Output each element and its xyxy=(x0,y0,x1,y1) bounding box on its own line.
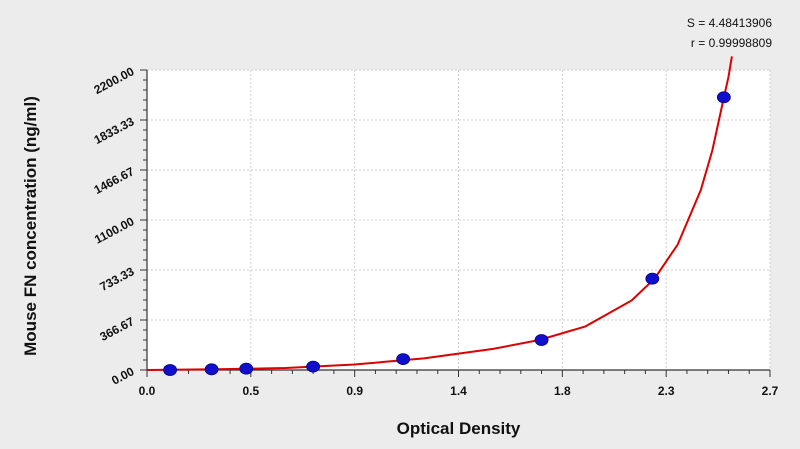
y-axis-title: Mouse FN concentration (ng/ml) xyxy=(21,96,40,356)
data-point xyxy=(239,362,254,375)
fit-curve-layer xyxy=(146,56,733,371)
grid xyxy=(147,69,771,370)
y-tick-label: 366.67 xyxy=(97,314,136,344)
x-tick-label: 1.4 xyxy=(450,384,467,398)
y-tick-label: 0.00 xyxy=(109,364,136,387)
data-point xyxy=(716,91,731,104)
data-point xyxy=(396,353,411,365)
data-point xyxy=(534,334,549,346)
x-tick-label: 2.3 xyxy=(658,384,675,398)
data-point xyxy=(306,360,321,373)
y-tick-label: 733.33 xyxy=(97,264,136,294)
y-tick-label: 1833.33 xyxy=(92,114,137,147)
data-point xyxy=(204,363,219,376)
y-tick-label: 2200.00 xyxy=(92,64,137,97)
x-tick-label: 0.5 xyxy=(242,384,259,398)
data-point xyxy=(163,364,177,376)
x-tick-label: 1.8 xyxy=(554,384,571,398)
r-value-annotation: r = 0.99998809 xyxy=(691,36,772,50)
data-point xyxy=(645,272,660,285)
x-tick-label: 0.9 xyxy=(346,384,363,398)
x-tick-label: 0.0 xyxy=(139,384,156,398)
fit-curve xyxy=(146,56,733,371)
s-value-annotation: S = 4.48413906 xyxy=(687,16,772,30)
x-tick-label: 2.7 xyxy=(762,384,779,398)
data-points xyxy=(163,91,731,376)
x-axis-title: Optical Density xyxy=(397,419,521,438)
y-tick-label: 1100.00 xyxy=(92,214,137,247)
y-tick-label: 1466.67 xyxy=(92,164,137,197)
